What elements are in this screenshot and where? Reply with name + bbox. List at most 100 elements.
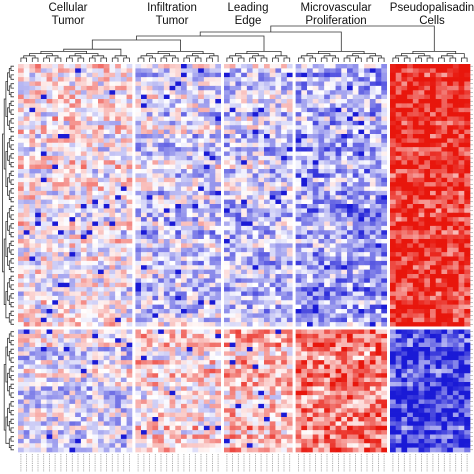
heatmap-cell: [269, 64, 276, 69]
heatmap-cell: [186, 195, 193, 200]
heatmap-cell: [58, 234, 65, 240]
heatmap-cell: [224, 190, 231, 196]
heatmap-cell: [98, 278, 105, 284]
heatmap-cell: [175, 322, 182, 327]
heatmap-cell: [235, 265, 242, 270]
heatmap-cell: [152, 239, 159, 244]
heatmap-cell: [452, 291, 459, 297]
heatmap-cell: [258, 151, 265, 157]
heatmap-cell: [347, 278, 354, 284]
heatmap-cell: [264, 212, 271, 218]
heatmap-cell: [135, 147, 142, 152]
heatmap-cell: [312, 252, 319, 257]
heatmap-cell: [169, 173, 176, 179]
heatmap-cell: [424, 295, 431, 301]
heatmap-cell: [430, 120, 437, 126]
heatmap-cell: [258, 177, 265, 183]
heatmap-cell: [86, 212, 93, 218]
heatmap-cell: [186, 68, 193, 74]
heatmap-cell: [203, 68, 210, 74]
heatmap-cell: [312, 94, 319, 100]
heatmap-cell: [458, 269, 465, 275]
heatmap-cell: [169, 329, 176, 335]
heatmap-cell: [435, 173, 442, 179]
left-dendrogram-link: [10, 74, 14, 80]
heatmap-cell: [295, 160, 302, 165]
heatmap-cell: [369, 260, 376, 266]
heatmap-cell: [407, 147, 414, 152]
heatmap-cell: [181, 300, 188, 305]
heatmap-cell: [158, 94, 165, 100]
heatmap-cell: [301, 239, 308, 244]
heatmap-cell: [103, 252, 110, 257]
heatmap-cell: [312, 309, 319, 314]
heatmap-cell: [395, 278, 402, 284]
heatmap-cell: [452, 120, 459, 126]
heatmap-cell: [115, 243, 122, 249]
heatmap-cell: [175, 64, 182, 69]
heatmap-cell: [235, 287, 242, 292]
heatmap-cell: [352, 85, 359, 91]
heatmap-cell: [412, 94, 419, 100]
heatmap-cell: [152, 134, 159, 139]
heatmap-cell: [109, 239, 116, 244]
heatmap-cell: [158, 107, 165, 113]
heatmap-cell: [158, 125, 165, 130]
left-dendrogram-link: [10, 427, 14, 433]
heatmap-cell: [435, 107, 442, 113]
heatmap-cell: [18, 212, 25, 218]
heatmap-cell: [335, 116, 342, 122]
heatmap-cell: [35, 208, 42, 214]
heatmap-cell: [58, 134, 65, 139]
heatmap-cell: [458, 129, 465, 135]
heatmap-cell: [163, 77, 170, 82]
heatmap-cell: [80, 282, 87, 288]
heatmap-cell: [347, 230, 354, 235]
heatmap-cell: [126, 274, 133, 279]
heatmap-cell: [258, 173, 265, 179]
heatmap-cell: [198, 112, 205, 117]
heatmap-cell: [424, 68, 431, 74]
heatmap-cell: [58, 182, 65, 187]
heatmap-cell: [158, 333, 165, 339]
heatmap-cell: [158, 190, 165, 196]
heatmap-cell: [301, 282, 308, 288]
heatmap-cell: [269, 333, 276, 339]
heatmap-cell: [252, 230, 259, 235]
heatmap-cell: [69, 291, 76, 297]
heatmap-cell: [295, 256, 302, 262]
heatmap-cell: [301, 317, 308, 323]
heatmap-cell: [192, 107, 199, 113]
heatmap-cell: [23, 169, 30, 174]
heatmap-cell: [40, 81, 47, 87]
heatmap-cell: [203, 282, 210, 288]
left-dendrogram-link: [10, 340, 14, 346]
heatmap-cell: [198, 230, 205, 235]
heatmap-cell: [109, 243, 116, 249]
heatmap-cell: [115, 64, 122, 69]
heatmap-cell: [375, 265, 382, 270]
column-group-label-microvascular-proliferation-line2: Proliferation: [305, 15, 367, 27]
heatmap-cell: [98, 186, 105, 192]
heatmap-cell: [307, 116, 314, 122]
heatmap-cell: [435, 204, 442, 209]
heatmap-cell: [135, 85, 142, 91]
heatmap-cell: [324, 269, 331, 275]
heatmap-cell: [375, 103, 382, 109]
heatmap-cell: [192, 230, 199, 235]
heatmap-cell: [375, 212, 382, 218]
heatmap-cell: [269, 234, 276, 240]
heatmap-cell: [209, 134, 216, 139]
heatmap-cell: [209, 160, 216, 165]
heatmap-cell: [120, 85, 127, 91]
heatmap-cell: [358, 138, 365, 144]
heatmap-cell: [341, 329, 348, 335]
heatmap-cell: [46, 333, 53, 339]
heatmap-cell: [224, 103, 231, 109]
heatmap-cell: [109, 107, 116, 113]
heatmap-cell: [186, 77, 193, 82]
heatmap-cell: [80, 300, 87, 305]
heatmap-cell: [35, 260, 42, 266]
heatmap-cell: [341, 103, 348, 109]
heatmap-cell: [152, 116, 159, 122]
